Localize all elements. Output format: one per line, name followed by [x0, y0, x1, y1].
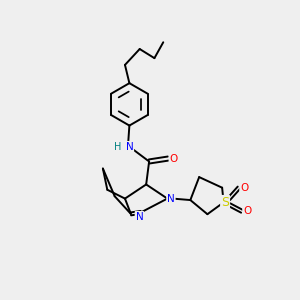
- Text: H: H: [114, 142, 122, 152]
- Text: O: O: [243, 206, 251, 216]
- Text: N: N: [136, 212, 143, 222]
- Text: O: O: [240, 183, 248, 193]
- Text: N: N: [167, 194, 175, 204]
- Text: S: S: [221, 196, 229, 209]
- Text: N: N: [125, 142, 133, 152]
- Text: O: O: [169, 154, 178, 164]
